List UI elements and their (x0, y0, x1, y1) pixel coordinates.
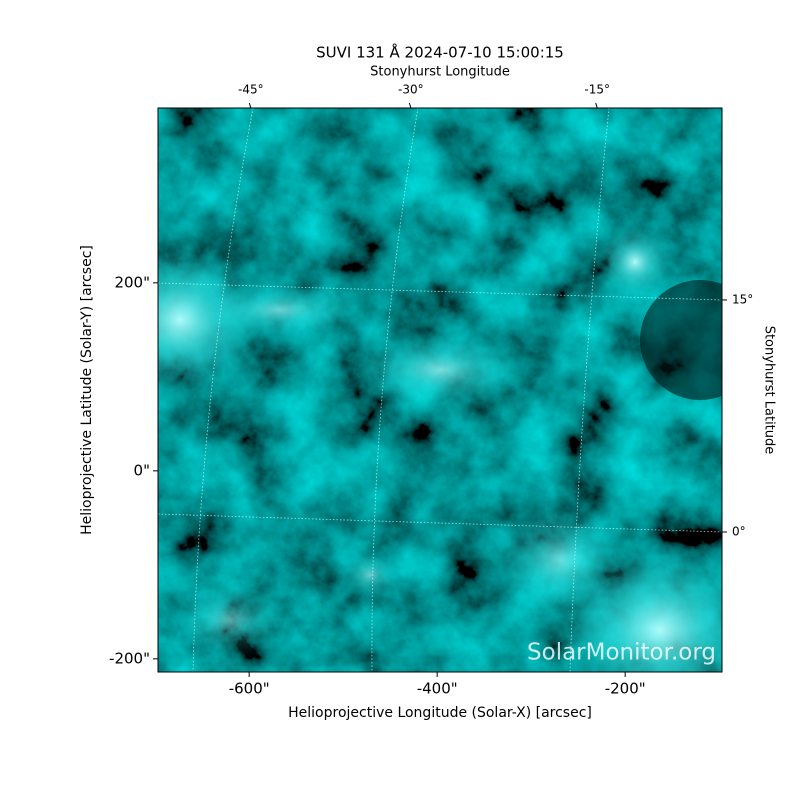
y-tick-label: -200" (109, 649, 150, 667)
solar-image (158, 108, 722, 672)
right-tick-label: 15° (732, 292, 753, 306)
chart-title: SUVI 131 Å 2024-07-10 15:00:15 (316, 43, 564, 62)
top-tick (248, 102, 252, 109)
top-tick (595, 102, 598, 109)
top-tick (408, 102, 412, 109)
x-tick-label: -200" (605, 680, 646, 698)
top-tick-label: -30° (398, 83, 424, 97)
y-tick-label: 200" (114, 273, 150, 291)
top-tick-label: -45° (238, 83, 264, 97)
right-tick-label: 0° (732, 525, 746, 539)
x-axis-label: Helioprojective Longitude (Solar-X) [arc… (288, 705, 592, 721)
y-axis-label: Helioprojective Latitude (Solar-Y) [arcs… (79, 245, 95, 535)
x-tick-label: -600" (229, 680, 270, 698)
top-axis-label: Stonyhurst Longitude (370, 65, 510, 80)
watermark: SolarMonitor.org (527, 640, 716, 666)
top-tick-label: -15° (584, 83, 610, 97)
plot-frame (157, 107, 723, 673)
y-tick-label: 0" (134, 461, 150, 479)
x-tick-label: -400" (417, 680, 458, 698)
right-axis-label: Stonyhurst Latitude (762, 326, 777, 455)
